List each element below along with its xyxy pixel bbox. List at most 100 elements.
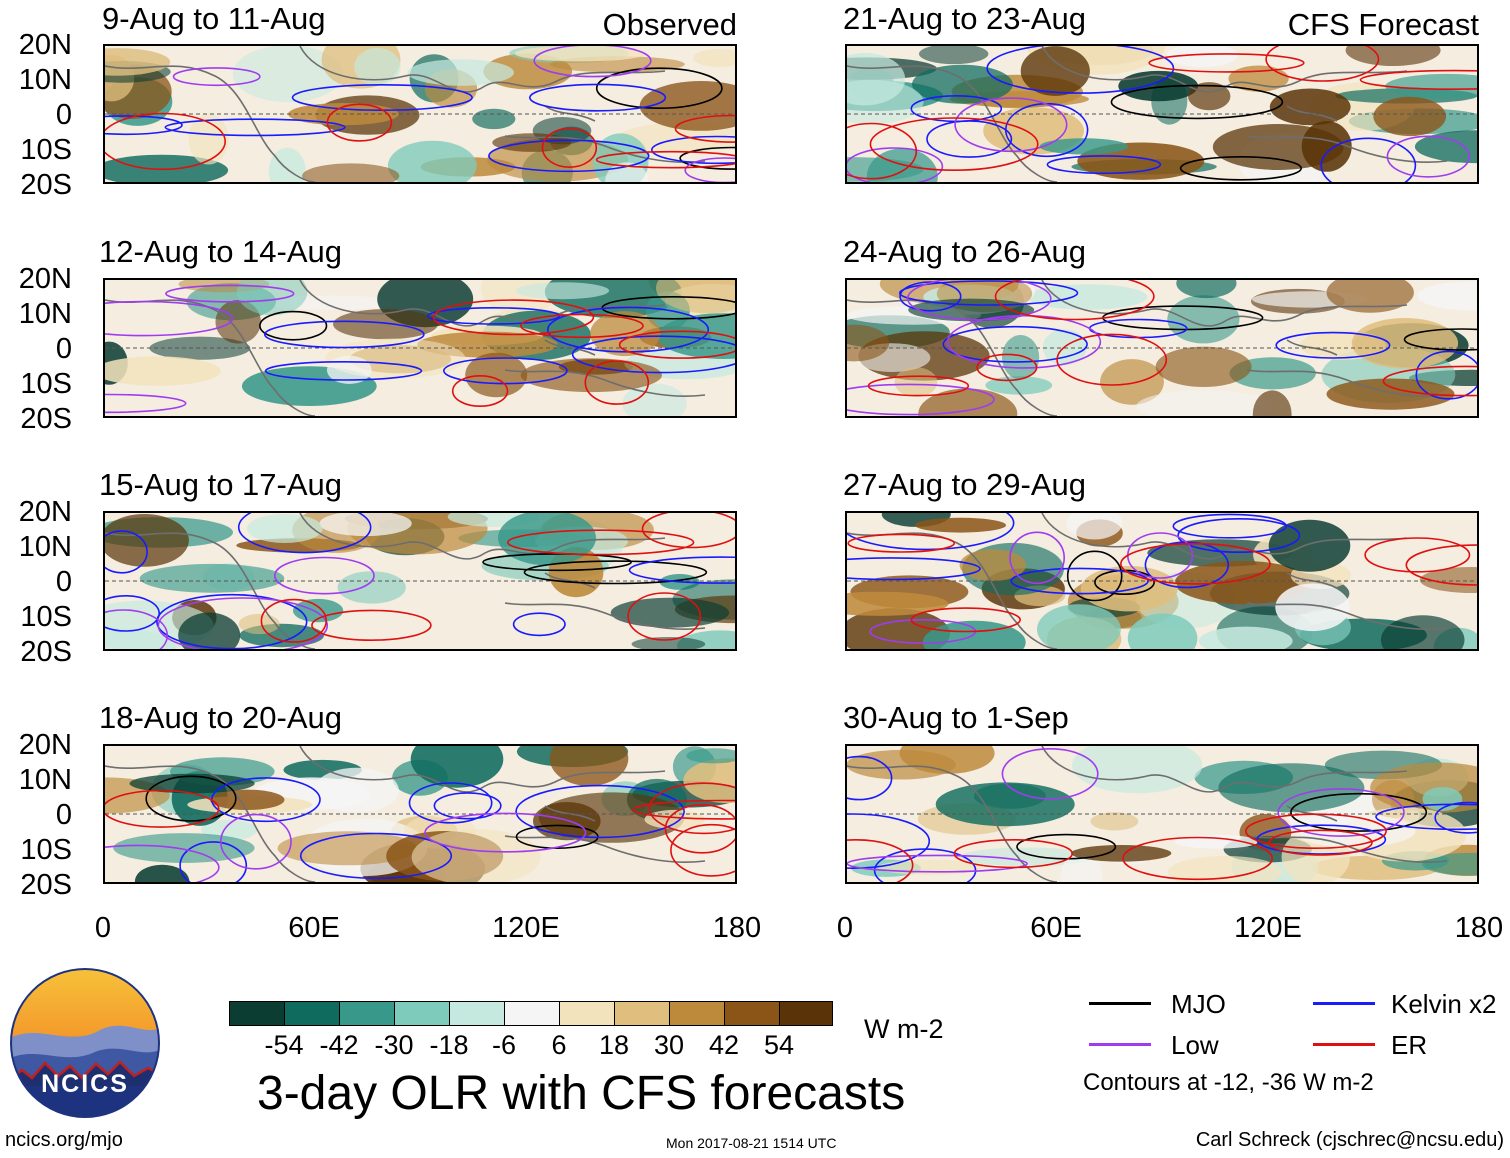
anomaly-blob	[847, 324, 890, 362]
anomaly-blob	[1166, 46, 1238, 68]
contour-kelvin	[442, 357, 568, 385]
contour-er	[953, 838, 1074, 869]
coastline	[105, 46, 706, 182]
coastline	[105, 513, 706, 649]
anomaly-blob	[1136, 390, 1274, 416]
colorbar-swatch	[614, 1001, 670, 1026]
contour-low	[1001, 747, 1099, 800]
colorbar-swatch	[229, 1001, 285, 1026]
anomaly-blob	[1176, 280, 1237, 299]
anomaly-blob	[693, 49, 735, 67]
anomaly-blob	[246, 514, 323, 543]
contour-low	[105, 609, 169, 649]
contour-er	[641, 513, 735, 549]
lat-tick-label: 0	[55, 799, 72, 831]
contour-er	[670, 823, 735, 877]
contour-low	[424, 812, 587, 853]
anomaly-blob	[644, 809, 705, 829]
contour-kelvin	[847, 813, 931, 869]
contour-kelvin	[1010, 567, 1149, 595]
contour-er	[627, 592, 702, 641]
footer-site-link[interactable]: ncics.org/mjo	[5, 1129, 123, 1151]
contour-kelvin	[651, 135, 735, 165]
anomaly-blob	[1198, 626, 1293, 649]
anomaly-blob	[105, 514, 189, 567]
contour-kelvin	[1434, 801, 1477, 834]
anomaly-blob	[333, 309, 438, 340]
contour-er	[541, 127, 598, 169]
lat-tick-label: 20S	[20, 636, 72, 668]
anomaly-blob	[915, 517, 1006, 533]
forecast-label: CFS Forecast	[1287, 7, 1479, 42]
anomaly-blob	[209, 789, 285, 810]
contour-kelvin	[264, 361, 423, 381]
panel-title-fc-1: 21-Aug to 23-Aug	[843, 1, 1087, 36]
contour-er	[105, 112, 226, 171]
lat-tick-label: 10N	[18, 298, 72, 330]
anomaly-blob	[277, 831, 418, 866]
lon-tick-label: 120E	[1234, 912, 1302, 944]
contour-note: Contours at -12, -36 W m-2	[1083, 1069, 1374, 1096]
anomaly-blob	[847, 749, 956, 780]
lat-tick-label: 20N	[18, 729, 72, 761]
contour-low	[847, 147, 944, 182]
legend-label-er: ER	[1391, 1030, 1428, 1060]
map-panel-fc-2	[845, 278, 1479, 418]
contour-er	[595, 150, 735, 169]
contour-er	[910, 607, 1022, 633]
contour-er	[260, 598, 327, 643]
contour-kelvin	[156, 593, 308, 649]
anomaly-blob	[918, 388, 1018, 416]
lat-tick-label: 10S	[20, 368, 72, 400]
anomaly-blob	[1174, 561, 1312, 605]
anomaly-blob	[313, 767, 399, 813]
contour-er	[994, 280, 1155, 321]
anomaly-blob	[134, 864, 190, 882]
contour-er	[311, 609, 432, 642]
colorbar-swatch	[559, 1001, 615, 1026]
colorbar-swatch	[779, 1001, 833, 1026]
colorbar-label: 18	[598, 1030, 630, 1060]
contour-mjo	[1066, 550, 1123, 602]
olr-anomaly-map	[847, 746, 1477, 882]
lon-tick-label: 0	[94, 912, 112, 944]
olr-anomaly-map	[847, 513, 1477, 649]
contour-low	[1277, 788, 1405, 837]
coastline	[105, 280, 706, 416]
contour-low	[954, 97, 1068, 153]
anomaly-blob	[847, 591, 949, 616]
lat-tick-label: 10N	[18, 531, 72, 563]
contour-er	[1268, 829, 1373, 856]
contour-er	[869, 117, 1039, 172]
colorbar-label: 54	[763, 1030, 795, 1060]
olr-anomaly-map	[847, 46, 1477, 182]
contour-low	[684, 157, 735, 182]
lon-tick-label: 120E	[492, 912, 560, 944]
anomaly-blob	[1380, 615, 1465, 649]
ncics-logo: NCICS	[10, 968, 160, 1118]
map-panel-obs-4	[103, 744, 737, 884]
lon-tick-label: 60E	[1030, 912, 1082, 944]
olr-anomaly-map	[105, 746, 735, 882]
olr-anomaly-map	[105, 280, 735, 416]
panel-title-fc-2: 24-Aug to 26-Aug	[843, 234, 1087, 269]
contour-mjo	[1110, 84, 1284, 120]
contour-kelvin	[515, 784, 685, 839]
anomaly-blob	[407, 59, 514, 86]
contour-kelvin	[847, 513, 1015, 551]
contour-low	[105, 844, 220, 882]
lon-tick-label: 60E	[288, 912, 340, 944]
anomaly-blob	[622, 383, 687, 416]
panel-title-obs-3: 15-Aug to 17-Aug	[99, 467, 343, 502]
footer-credit: Carl Schreck (cjschrec@ncsu.edu)	[1195, 1129, 1504, 1151]
contour-mjo	[1403, 328, 1477, 351]
anomaly-blob	[515, 282, 610, 300]
anomaly-blob	[232, 46, 343, 103]
anomaly-blob	[1269, 88, 1351, 126]
contour-er	[847, 839, 914, 882]
lat-tick-label: 0	[55, 333, 72, 365]
contour-kelvin	[847, 557, 981, 581]
map-panel-fc-4	[845, 744, 1479, 884]
contour-kelvin	[105, 115, 183, 136]
contour-er	[432, 299, 595, 336]
